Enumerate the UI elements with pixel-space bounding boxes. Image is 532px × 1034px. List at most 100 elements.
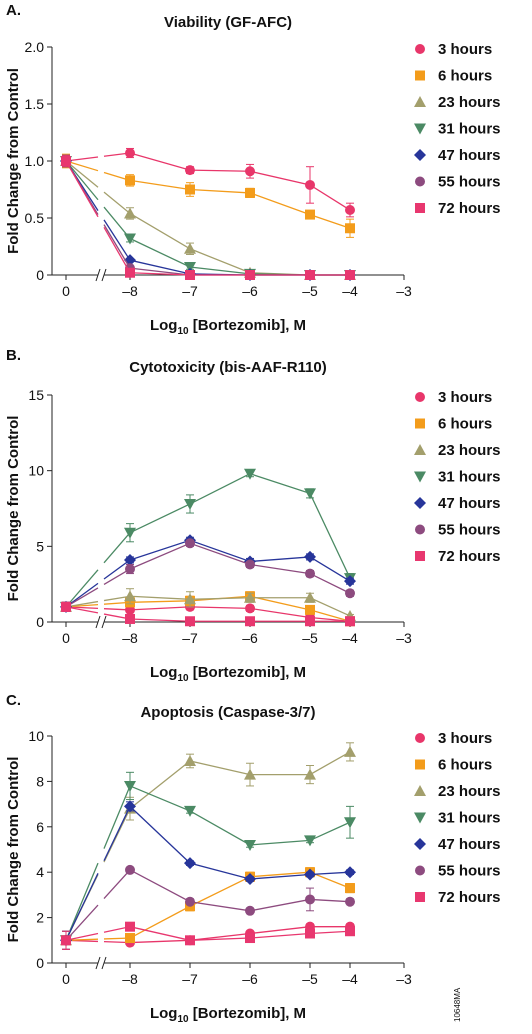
legend-label: 23 hours [438, 442, 501, 459]
legend-item: 6 hours [415, 757, 492, 774]
x-tick-label: –7 [182, 630, 198, 646]
y-axis-label: Fold Change from Control [5, 68, 22, 254]
legend-item: 55 hours [415, 863, 501, 880]
series-line [103, 219, 131, 261]
legend-item: 47 hours [414, 836, 501, 853]
x-tick-label: –7 [182, 283, 198, 299]
data-point [345, 896, 355, 907]
x-tick-label: 0 [62, 971, 70, 987]
legend-marker [414, 838, 426, 850]
data-point [305, 616, 315, 627]
data-point [304, 835, 316, 847]
y-tick-label: 1.5 [25, 96, 45, 112]
legend-label: 23 hours [438, 783, 501, 800]
legend: 3 hours 6 hours 23 hours 31 hours 47 hours 55… [414, 730, 501, 906]
legend-item: 31 hours [414, 810, 501, 827]
legend-label: 55 hours [438, 174, 501, 191]
y-tick-label: 0 [36, 614, 44, 630]
data-point [345, 223, 355, 234]
series-line [65, 160, 99, 218]
legend-label: 55 hours [438, 522, 501, 539]
axis-break-mark [95, 268, 101, 282]
legend-item: 3 hours [415, 41, 492, 58]
series-line [65, 873, 99, 941]
data-point [245, 270, 255, 280]
legend-item: 23 hours [414, 783, 501, 800]
legend-label: 72 hours [438, 548, 501, 565]
data-point [244, 768, 256, 780]
series-line [65, 932, 99, 941]
data-point [345, 205, 355, 216]
series-line [129, 785, 351, 846]
y-axis-label: Fold Change from Control [5, 416, 22, 602]
data-point [245, 559, 255, 570]
legend-label: 47 hours [438, 836, 501, 853]
y-tick-label: 6 [36, 819, 44, 835]
legend-label: 6 hours [438, 757, 492, 774]
x-tick-label: 0 [62, 283, 70, 299]
data-point [244, 591, 256, 603]
series-line [129, 542, 351, 594]
series-line [129, 871, 351, 939]
legend-marker [414, 785, 426, 796]
series-72-hours [61, 921, 355, 950]
series-line [65, 160, 99, 201]
data-point [61, 935, 71, 946]
data-point [345, 883, 355, 894]
panel-letter: C. [6, 692, 21, 709]
series-line [103, 224, 131, 269]
legend-marker [415, 733, 425, 743]
legend-marker [415, 176, 425, 187]
data-point [124, 233, 136, 245]
data-point [305, 179, 315, 190]
data-point [345, 588, 355, 599]
data-point [61, 601, 71, 612]
data-point [125, 175, 135, 186]
series-line [103, 532, 131, 564]
series-line [65, 606, 99, 614]
series-line [103, 191, 131, 214]
data-point [125, 613, 135, 624]
series-line [103, 785, 131, 849]
chart-title: Viability (GF-AFC) [164, 14, 292, 31]
data-point [244, 873, 256, 886]
series-line [129, 179, 351, 229]
series-line [65, 862, 99, 941]
x-tick-label: –4 [342, 971, 358, 987]
axis-break-mark [101, 268, 107, 282]
x-axis-label: Log10 [Bortezomib], M [150, 1005, 306, 1025]
series-line [65, 582, 99, 608]
x-tick-label: –5 [302, 630, 318, 646]
series-line [65, 587, 99, 608]
data-point [125, 933, 135, 944]
legend-label: 6 hours [438, 416, 492, 433]
legend-marker [414, 149, 426, 161]
data-point [345, 270, 355, 280]
series-55-hours [61, 864, 355, 950]
data-point [245, 905, 255, 916]
legend-label: 31 hours [438, 810, 501, 827]
data-point [305, 270, 315, 280]
legend-marker [415, 203, 425, 213]
data-point [304, 768, 316, 780]
data-point [184, 262, 196, 274]
legend-item: 23 hours [414, 442, 501, 459]
y-tick-label: 2 [36, 910, 44, 926]
legend-item: 72 hours [415, 200, 501, 217]
data-point [124, 207, 136, 219]
legend-label: 31 hours [438, 121, 501, 138]
axis-break-mark [95, 956, 101, 970]
y-axis-label: Fold Change from Control [5, 757, 22, 943]
data-point [245, 616, 255, 627]
legend-item: 3 hours [415, 389, 492, 406]
x-tick-label: –4 [342, 630, 358, 646]
data-point [185, 165, 195, 176]
x-tick-label: –8 [122, 283, 138, 299]
x-tick-label: –5 [302, 283, 318, 299]
data-point [124, 800, 136, 813]
data-point [345, 926, 355, 937]
x-tick-label: –8 [122, 971, 138, 987]
x-tick-label: –4 [342, 283, 358, 299]
series-line [103, 568, 131, 585]
x-tick-label: 0 [62, 630, 70, 646]
